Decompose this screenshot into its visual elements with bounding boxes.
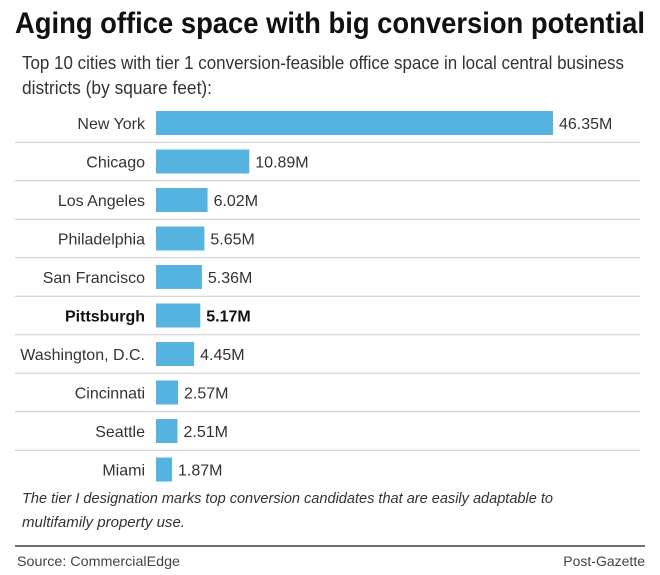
value-label: 46.35M: [559, 116, 612, 133]
value-label: 5.65M: [210, 232, 254, 249]
category-label: New York: [77, 116, 146, 133]
bar: [156, 342, 195, 366]
value-label: 2.51M: [183, 424, 227, 441]
value-label: 2.57M: [184, 386, 228, 403]
chart-subtitle-line-1: Top 10 cities with tier 1 conversion-fea…: [22, 53, 624, 73]
category-label: San Francisco: [43, 270, 145, 287]
bar: [156, 111, 553, 135]
note-line-1: The tier I designation marks top convers…: [22, 490, 553, 507]
category-label: Pittsburgh: [65, 309, 145, 326]
category-label: Los Angeles: [58, 193, 145, 210]
category-label: Cincinnati: [75, 386, 145, 403]
chart-title: Aging office space with big conversion p…: [15, 7, 645, 40]
category-label: Chicago: [86, 155, 145, 172]
credit-text: Post-Gazette: [563, 553, 645, 569]
bar: [156, 226, 205, 251]
source-text: Source: CommercialEdge: [17, 553, 180, 569]
bar: [156, 265, 202, 289]
category-label: Miami: [102, 463, 145, 480]
note-line-2: multifamily property use.: [22, 514, 185, 531]
value-label: 6.02M: [214, 193, 258, 210]
value-label: 5.36M: [208, 270, 252, 287]
value-label: 10.89M: [255, 155, 308, 172]
bar: [156, 457, 173, 482]
bar: [156, 380, 179, 405]
bar: [156, 188, 208, 212]
value-label: 4.45M: [200, 347, 244, 364]
bars-group: New York 46.35M Chicago 10.89M Los Angeles 6.…: [15, 111, 640, 482]
category-label: Philadelphia: [58, 232, 145, 249]
value-label: 1.87M: [178, 463, 222, 480]
category-label: Washington, D.C.: [20, 347, 145, 364]
value-label: 5.17M: [206, 309, 250, 326]
bar: [156, 303, 201, 328]
chart-subtitle-line-2: districts (by square feet):: [22, 78, 212, 98]
bar: [156, 149, 250, 174]
bar: [156, 419, 178, 443]
category-label: Seattle: [95, 424, 145, 441]
